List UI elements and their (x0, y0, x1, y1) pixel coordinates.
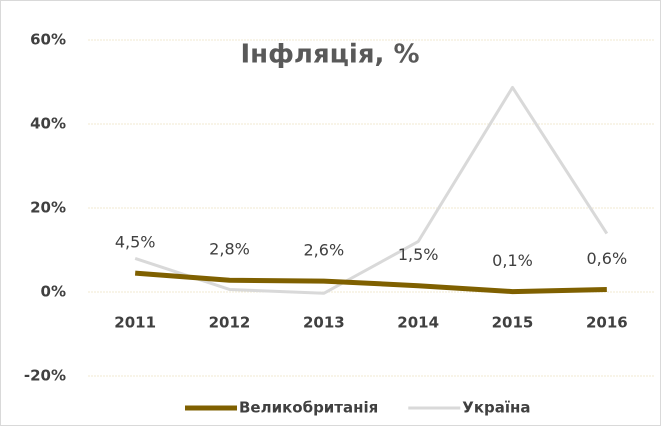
data-label: 2,6% (304, 241, 345, 260)
x-tick-label: 2013 (303, 314, 345, 332)
legend-label: Великобританія (239, 399, 378, 417)
data-label: 4,5% (115, 233, 156, 252)
x-tick-label: 2012 (209, 314, 251, 332)
chart-title: Інфляція, % (240, 40, 419, 70)
x-tick-label: 2011 (114, 314, 156, 332)
data-label: 1,5% (398, 245, 439, 264)
data-label: 0,1% (492, 251, 533, 270)
series-line (134, 270, 607, 295)
y-tick-label: 20% (30, 199, 66, 217)
y-tick-label: 60% (30, 31, 66, 49)
x-tick-label: 2015 (492, 314, 534, 332)
y-tick-label: 40% (30, 115, 66, 133)
y-tick-label: 0% (41, 283, 66, 301)
legend-label: Україна (462, 399, 530, 417)
x-tick-label: 2016 (586, 314, 628, 332)
x-tick-label: 2014 (397, 314, 439, 332)
series-line (134, 85, 609, 295)
y-tick-label: -20% (24, 367, 66, 385)
data-label: 0,6% (587, 249, 628, 268)
data-label: 2,8% (209, 240, 250, 259)
